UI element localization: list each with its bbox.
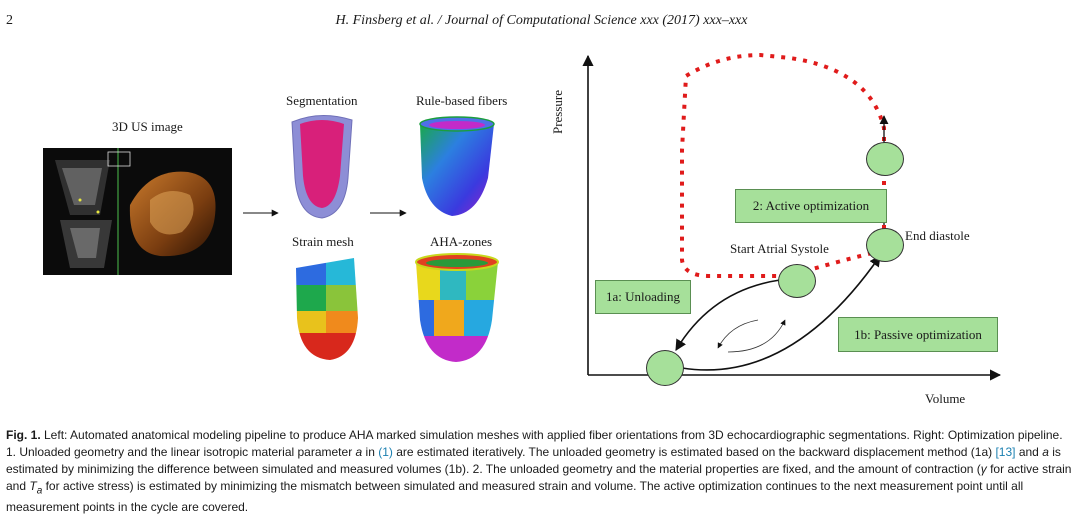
caption-fig-id: Fig. 1. <box>6 428 41 442</box>
fibers-label: Rule-based fibers <box>416 93 508 108</box>
box-active-optimization: 2: Active optimization <box>735 189 887 223</box>
page-number: 2 <box>6 13 13 28</box>
cycle-arrow-a <box>717 319 759 349</box>
symbol-subscript-a: a <box>36 485 43 497</box>
node-end-diastole <box>866 228 904 262</box>
aha-zones-label: AHA-zones <box>430 234 493 249</box>
node-start-atrial <box>778 264 816 298</box>
eq-ref-link[interactable]: (1) <box>378 445 393 459</box>
box-unloading: 1a: Unloading <box>595 280 691 314</box>
arrow-unloading <box>675 279 781 351</box>
start-atrial-label: Start Atrial Systole <box>730 241 829 256</box>
strain-mesh <box>296 258 358 360</box>
caption-text: and <box>1015 445 1043 459</box>
x-axis-label: Volume <box>925 391 966 406</box>
cycle-arrow-b <box>727 319 786 353</box>
caption-text: are estimated iteratively. The unloaded … <box>392 445 996 459</box>
symbol-t: T <box>29 479 37 493</box>
strain-mesh-label: Strain mesh <box>292 234 354 249</box>
running-head: H. Finsberg et al. / Journal of Computat… <box>335 13 748 28</box>
caption-text: for active stress) is estimated by minim… <box>6 479 1024 515</box>
caption-text: in <box>362 445 379 459</box>
fibers-mesh <box>419 116 495 216</box>
citation-link[interactable]: [13] <box>995 445 1016 459</box>
caption-text: is estimated by minimizing the differenc… <box>6 445 1061 476</box>
box-passive-optimization: 1b: Passive optimization <box>838 317 998 352</box>
symbol-a: a <box>355 445 363 459</box>
us-image-label: 3D US image <box>112 119 183 134</box>
arrow-passive <box>681 255 881 371</box>
segmentation-mesh <box>291 115 353 219</box>
us-image <box>43 148 232 275</box>
segmentation-label: Segmentation <box>286 93 358 108</box>
node-active <box>866 142 904 176</box>
symbol-gamma: γ <box>980 462 987 476</box>
symbol-a: a <box>1042 445 1049 459</box>
node-unloaded <box>646 350 684 386</box>
figure-caption: Fig. 1. Left: Automated anatomical model… <box>6 427 1074 516</box>
y-axis-label: Pressure <box>550 89 566 135</box>
caption-text: for active strain and <box>6 462 1072 493</box>
aha-mesh <box>415 253 499 362</box>
end-diastole-label: End diastole <box>905 228 970 243</box>
caption-text: Left: Automated anatomical modeling pipe… <box>6 428 1063 459</box>
